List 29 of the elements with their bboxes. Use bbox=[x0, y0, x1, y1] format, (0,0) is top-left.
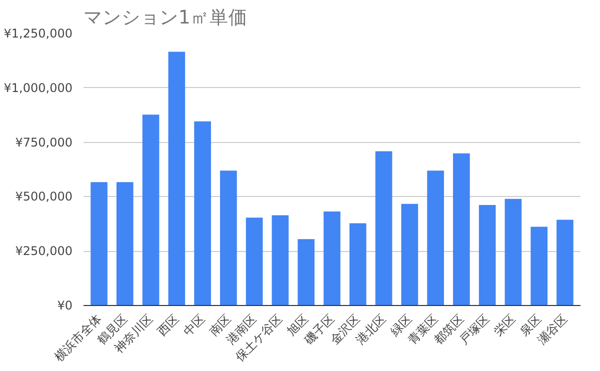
y-tick-label: ¥500,000 bbox=[15, 190, 73, 204]
bar bbox=[530, 226, 548, 306]
chart-title: マンション1㎡単価 bbox=[84, 8, 248, 28]
bar bbox=[246, 218, 263, 306]
bar bbox=[168, 52, 186, 306]
x-tick-label: 栄区 bbox=[491, 312, 518, 338]
bar bbox=[116, 182, 134, 306]
x-tick-label: 中区 bbox=[180, 312, 208, 338]
bar bbox=[556, 220, 574, 306]
bar bbox=[427, 170, 444, 306]
bar bbox=[453, 153, 470, 306]
bar bbox=[401, 204, 418, 306]
bar bbox=[90, 182, 108, 306]
bar bbox=[298, 239, 315, 306]
y-tick-label: ¥0 bbox=[57, 298, 73, 312]
bar bbox=[272, 215, 289, 306]
y-tick-label: ¥1,250,000 bbox=[4, 26, 73, 40]
bar bbox=[375, 151, 392, 306]
y-tick-label: ¥750,000 bbox=[15, 135, 73, 150]
bar bbox=[142, 114, 160, 306]
y-tick-label: ¥250,000 bbox=[15, 244, 73, 258]
bar bbox=[220, 170, 237, 306]
bar bbox=[324, 211, 340, 306]
bar bbox=[478, 204, 496, 306]
bar bbox=[504, 198, 522, 306]
bar bbox=[194, 121, 211, 306]
y-tick-label: ¥1,000,000 bbox=[4, 80, 73, 95]
bar bbox=[349, 223, 366, 306]
x-tick-label: 西区 bbox=[154, 312, 182, 338]
